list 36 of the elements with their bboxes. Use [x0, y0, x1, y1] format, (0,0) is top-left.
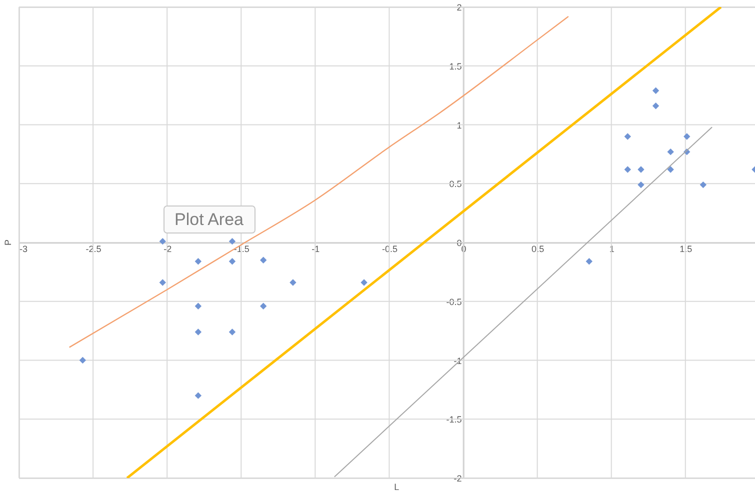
point	[360, 279, 368, 286]
x-axis-title: L	[394, 482, 400, 492]
x-tick-label: -2.5	[86, 244, 102, 254]
point	[194, 328, 202, 336]
x-tick-label: 1.5	[680, 244, 692, 254]
x-tick-label: -1.5	[234, 244, 250, 254]
point	[194, 302, 202, 310]
point	[228, 328, 236, 336]
point	[79, 356, 86, 364]
point	[652, 87, 660, 94]
point	[586, 258, 592, 265]
point	[260, 256, 267, 264]
x-tick-label: -1	[312, 244, 320, 254]
point	[624, 166, 631, 173]
point	[638, 166, 644, 173]
point	[624, 133, 631, 140]
point	[290, 279, 296, 286]
point	[667, 166, 674, 173]
x-tick-label: -3	[20, 244, 28, 254]
point	[194, 392, 202, 399]
point	[194, 258, 202, 265]
point	[159, 238, 166, 245]
point	[684, 133, 690, 140]
x-tick-label: 0.5	[532, 244, 544, 254]
point	[700, 181, 707, 188]
point	[260, 302, 267, 310]
x-tick-label: -2	[164, 244, 172, 254]
point	[228, 258, 236, 265]
point	[159, 279, 166, 286]
y-axis-title: P	[3, 239, 13, 246]
point	[638, 181, 644, 188]
line-series	[68, 16, 570, 348]
point	[667, 148, 674, 156]
point	[652, 102, 660, 110]
point	[228, 238, 236, 245]
annotation: Plot Area	[174, 210, 244, 229]
